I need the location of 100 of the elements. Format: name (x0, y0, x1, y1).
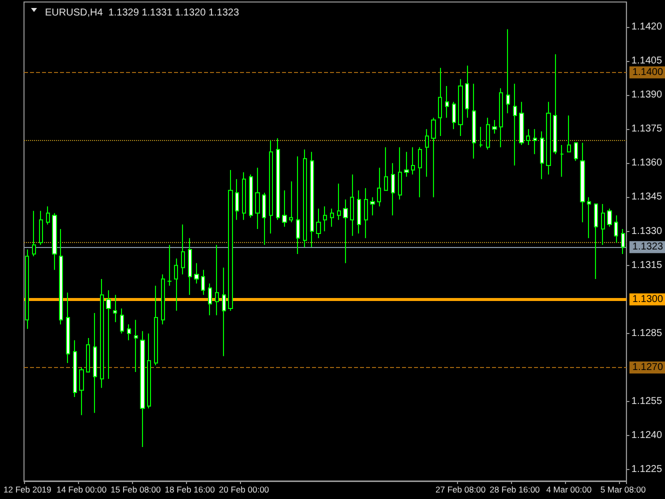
candlestick (154, 285, 158, 366)
candlestick (404, 151, 409, 178)
candlestick (255, 167, 260, 230)
candlestick (533, 128, 537, 155)
candlestick (249, 174, 253, 218)
y-tick-label: 1.1315 (631, 260, 662, 271)
candlestick (296, 156, 300, 254)
x-tick-label: 4 Mar 00:00 (546, 484, 592, 494)
candlestick (540, 130, 544, 180)
candlestick (100, 278, 104, 388)
candlestick (66, 292, 70, 364)
candlestick (120, 308, 124, 334)
candlestick (269, 140, 273, 234)
candlestick (445, 85, 449, 118)
candlestick (208, 283, 212, 316)
candlestick (377, 167, 381, 207)
candlestick (519, 101, 524, 146)
ref-line-label: 1.1300 (632, 294, 664, 305)
candlestick (282, 190, 287, 228)
candlestick (499, 88, 503, 148)
candlestick (574, 142, 578, 162)
y-tick-label: 1.1285 (631, 328, 662, 339)
y-tick-label: 1.1240 (631, 430, 662, 442)
x-tick-label: 5 Mar 08:00 (600, 484, 646, 494)
candlestick (39, 210, 43, 246)
candlestick (418, 146, 422, 198)
candlestick (486, 117, 490, 150)
candlestick (553, 54, 557, 155)
candlestick (113, 294, 117, 323)
candlestick (106, 290, 111, 380)
candlestick (134, 319, 138, 373)
candlestick (140, 330, 145, 448)
x-tick-label: 18 Feb 16:00 (164, 484, 216, 494)
candlestick (228, 169, 233, 312)
candlestick (215, 244, 219, 316)
candlestick (303, 149, 307, 248)
candlestick (458, 78, 463, 136)
candlestick (235, 178, 239, 220)
candlestick (526, 128, 530, 146)
candlestick (194, 262, 199, 284)
x-tick-label: 20 Feb 00:00 (218, 484, 270, 494)
candlestick (161, 274, 165, 325)
candlestick (343, 199, 348, 264)
y-tick-label: 1.1225 (631, 464, 662, 476)
candlestick (452, 101, 456, 130)
candlestick (127, 324, 131, 341)
candlestick (32, 210, 36, 257)
candlestick (276, 138, 280, 220)
x-tick-label: 12 Feb 2019 (4, 484, 52, 494)
candlestick (73, 340, 77, 398)
candlestick (46, 206, 50, 225)
y-tick-label: 1.1375 (631, 124, 662, 135)
y-tick-label: 1.1360 (631, 158, 662, 169)
candlestick (391, 162, 395, 216)
candlestick (330, 208, 334, 228)
candlestick (289, 180, 293, 223)
candlestick (580, 142, 585, 223)
candlestick (364, 188, 368, 239)
candlestick (337, 183, 341, 220)
candlestick (438, 67, 442, 136)
candlestick (350, 174, 354, 236)
candlestick (188, 238, 192, 296)
candlestick (323, 206, 327, 232)
candlestick (601, 204, 605, 246)
candlestick (79, 366, 84, 416)
candlestick (621, 228, 625, 254)
candlestick (242, 172, 246, 220)
candlestick (262, 192, 266, 246)
candlestick (594, 204, 598, 280)
candlestick (398, 146, 402, 200)
y-tick-label: 1.1345 (631, 192, 662, 203)
candlestick (431, 117, 436, 198)
candlestick (506, 28, 510, 114)
x-tick-label: 28 Feb 16:00 (490, 484, 540, 494)
candlestick (201, 269, 205, 296)
candlestick (465, 65, 469, 118)
candlestick (181, 224, 185, 275)
candlestick (93, 312, 97, 414)
text: EURUSD,H4 1.1329 1.1331 1.1320 1.1323 (45, 8, 240, 18)
y-tick-label: 1.1330 (631, 226, 662, 237)
ref-line-label: 1.1323 (632, 242, 664, 253)
ref-line-label: 1.1270 (632, 362, 664, 373)
candlestick (479, 126, 483, 148)
y-tick-label: 1.1255 (631, 396, 662, 408)
x-tick-label: 14 Feb 00:00 (56, 484, 107, 494)
candlestick (59, 228, 63, 325)
candlestick (147, 332, 151, 409)
y-tick-label: 1.1390 (631, 90, 662, 101)
candlestick (614, 214, 618, 244)
y-tick-label: 1.1405 (631, 56, 662, 67)
candlestick (357, 190, 361, 234)
candlestick (86, 337, 90, 373)
candlestick (546, 101, 551, 176)
candlestick (310, 151, 314, 248)
candlestick (167, 244, 172, 286)
candlestick (607, 208, 612, 228)
candlestick (222, 267, 226, 357)
candlestick (567, 115, 571, 152)
ref-line-label: 1.1400 (632, 66, 664, 78)
y-tick-label: 1.1420 (631, 21, 662, 32)
